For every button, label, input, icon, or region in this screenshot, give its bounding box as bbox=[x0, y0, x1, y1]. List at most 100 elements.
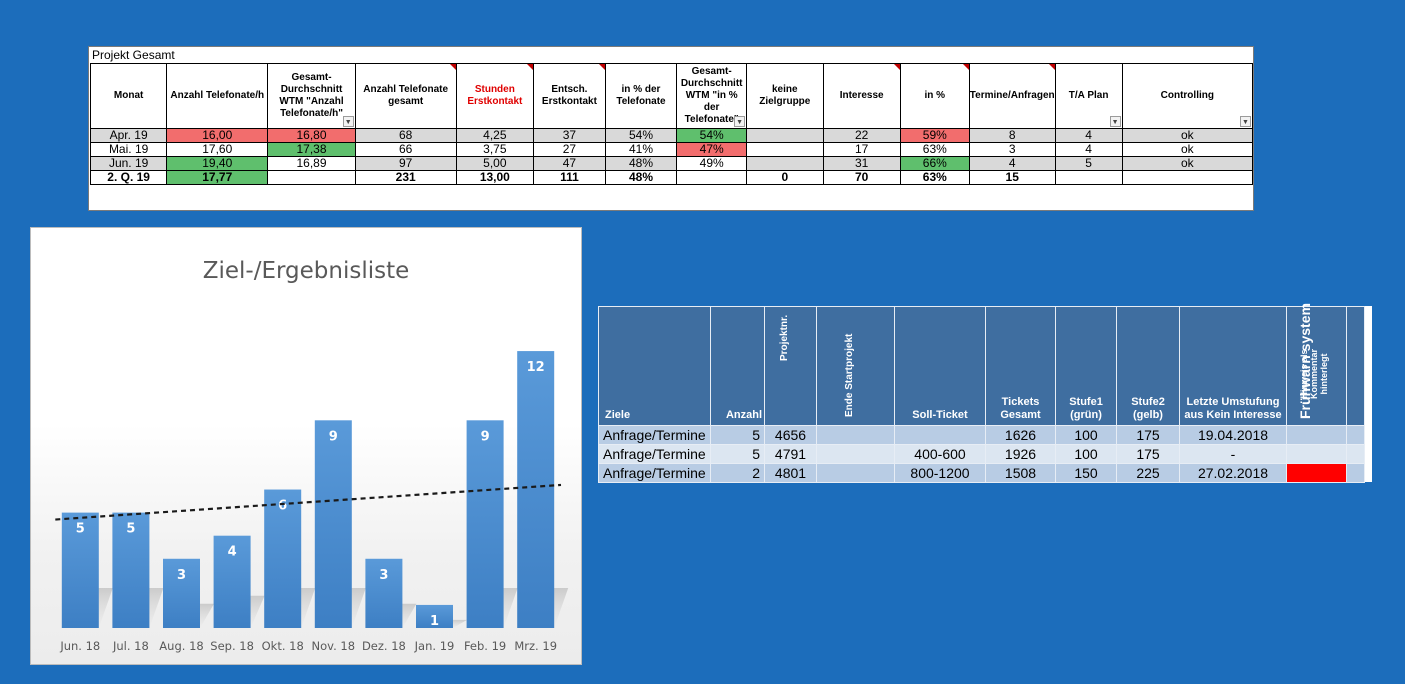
cell[interactable]: 27.02.2018 bbox=[1179, 463, 1287, 483]
cell[interactable] bbox=[1346, 463, 1365, 483]
cell[interactable]: 63% bbox=[899, 142, 970, 157]
cell[interactable]: 31 bbox=[822, 156, 901, 171]
cell[interactable]: 0 bbox=[746, 170, 824, 185]
bar-mrz-19[interactable] bbox=[517, 351, 555, 628]
cell[interactable] bbox=[1121, 170, 1254, 185]
cell[interactable]: ok bbox=[1121, 128, 1254, 143]
bar-sep-18[interactable] bbox=[213, 535, 251, 628]
cell[interactable]: 1508 bbox=[985, 463, 1056, 483]
cell[interactable] bbox=[1346, 444, 1365, 464]
cell[interactable]: 54% bbox=[676, 128, 748, 143]
cell[interactable]: 59% bbox=[899, 128, 970, 143]
cell[interactable]: 4 bbox=[1054, 142, 1123, 157]
cell[interactable]: 225 bbox=[1116, 463, 1180, 483]
cell[interactable]: ok bbox=[1121, 142, 1254, 157]
bar-jan-19[interactable] bbox=[416, 604, 453, 628]
cell[interactable]: 2. Q. 19 bbox=[89, 170, 168, 185]
cell[interactable] bbox=[746, 156, 824, 171]
cell[interactable]: 4801 bbox=[764, 463, 817, 483]
bar-jun-18[interactable] bbox=[61, 512, 99, 628]
comment-indicator-icon[interactable] bbox=[962, 64, 969, 70]
cell[interactable]: 66 bbox=[354, 142, 457, 157]
cell[interactable]: 97 bbox=[354, 156, 457, 171]
cell[interactable] bbox=[1286, 425, 1347, 445]
cell[interactable] bbox=[267, 170, 356, 185]
cell[interactable]: Anfrage/Termine bbox=[598, 444, 711, 464]
bar-okt-18[interactable] bbox=[264, 489, 302, 628]
bar-nov-18[interactable] bbox=[314, 420, 352, 628]
cell[interactable]: Mai. 19 bbox=[89, 142, 168, 157]
cell[interactable]: 231 bbox=[354, 170, 457, 185]
cell[interactable]: 17,77 bbox=[166, 170, 269, 185]
cell[interactable]: Anfrage/Termine bbox=[598, 463, 711, 483]
cell[interactable]: 3,75 bbox=[455, 142, 535, 157]
bar-jul-18[interactable] bbox=[112, 512, 150, 628]
cell[interactable]: 175 bbox=[1116, 425, 1180, 445]
cell[interactable]: 4791 bbox=[764, 444, 817, 464]
cell[interactable]: 5 bbox=[710, 444, 765, 464]
cell[interactable]: 5 bbox=[710, 425, 765, 445]
cell[interactable] bbox=[676, 170, 748, 185]
cell[interactable]: 48% bbox=[604, 170, 678, 185]
cell[interactable]: 4 bbox=[1054, 128, 1123, 143]
cell[interactable]: 5,00 bbox=[455, 156, 535, 171]
filter-dropdown-icon[interactable]: ▼ bbox=[1109, 116, 1121, 127]
cell[interactable]: 5 bbox=[1054, 156, 1123, 171]
cell[interactable]: 4,25 bbox=[455, 128, 535, 143]
cell[interactable]: 400-600 bbox=[894, 444, 986, 464]
filter-dropdown-icon[interactable]: ▼ bbox=[342, 116, 354, 127]
cell[interactable]: Jun. 19 bbox=[89, 156, 168, 171]
cell[interactable] bbox=[816, 425, 895, 445]
cell[interactable]: 17,38 bbox=[267, 142, 356, 157]
bar-dez-18[interactable] bbox=[365, 558, 403, 628]
cell[interactable]: Apr. 19 bbox=[89, 128, 168, 143]
cell[interactable]: 17 bbox=[822, 142, 901, 157]
cell[interactable]: 13,00 bbox=[455, 170, 535, 185]
cell[interactable]: 2 bbox=[710, 463, 765, 483]
cell[interactable]: 1626 bbox=[985, 425, 1056, 445]
cell[interactable]: 100 bbox=[1055, 425, 1117, 445]
filter-dropdown-icon[interactable]: ▼ bbox=[1240, 116, 1251, 127]
cell[interactable] bbox=[1346, 425, 1365, 445]
cell[interactable]: 19.04.2018 bbox=[1179, 425, 1287, 445]
cell[interactable]: 49% bbox=[676, 156, 748, 171]
cell[interactable]: 63% bbox=[899, 170, 970, 185]
cell[interactable]: 16,80 bbox=[267, 128, 356, 143]
bar-chart-panel[interactable]: Ziel-/Ergebnisliste 5 Jun. 18 5 Jul. 18 3 Aug… bbox=[30, 227, 582, 665]
comment-indicator-icon[interactable] bbox=[598, 64, 605, 70]
cell[interactable]: 47 bbox=[533, 156, 606, 171]
cell[interactable]: 48% bbox=[604, 156, 678, 171]
cell[interactable] bbox=[894, 425, 986, 445]
cell[interactable] bbox=[816, 463, 895, 483]
cell[interactable]: Anfrage/Termine bbox=[598, 425, 711, 445]
cell[interactable]: 16,89 bbox=[267, 156, 356, 171]
cell[interactable]: 27 bbox=[533, 142, 606, 157]
cell[interactable]: 15 bbox=[968, 170, 1056, 185]
bar-aug-18[interactable] bbox=[163, 558, 200, 628]
comment-indicator-icon[interactable] bbox=[527, 64, 533, 70]
cell[interactable] bbox=[816, 444, 895, 464]
cell[interactable]: 800-1200 bbox=[894, 463, 986, 483]
cell[interactable] bbox=[746, 142, 824, 157]
cell[interactable]: ok bbox=[1121, 156, 1254, 171]
early-warning-cell[interactable] bbox=[1286, 463, 1347, 483]
cell[interactable]: 175 bbox=[1116, 444, 1180, 464]
cell[interactable] bbox=[1286, 444, 1347, 464]
cell[interactable] bbox=[746, 128, 824, 143]
cell[interactable]: 4 bbox=[968, 156, 1056, 171]
comment-indicator-icon[interactable] bbox=[1048, 64, 1055, 70]
bar-feb-19[interactable] bbox=[466, 420, 504, 628]
cell[interactable]: 8 bbox=[968, 128, 1056, 143]
cell[interactable]: 17,60 bbox=[166, 142, 269, 157]
cell[interactable]: 150 bbox=[1055, 463, 1117, 483]
cell[interactable]: 100 bbox=[1055, 444, 1117, 464]
cell[interactable]: 66% bbox=[899, 156, 970, 171]
cell[interactable]: 54% bbox=[604, 128, 678, 143]
cell[interactable]: 47% bbox=[676, 142, 748, 157]
cell[interactable]: 41% bbox=[604, 142, 678, 157]
cell[interactable]: 37 bbox=[533, 128, 606, 143]
comment-indicator-icon[interactable] bbox=[893, 64, 900, 70]
cell[interactable]: 70 bbox=[822, 170, 901, 185]
cell[interactable]: 111 bbox=[533, 170, 606, 185]
cell[interactable]: 4656 bbox=[764, 425, 817, 445]
